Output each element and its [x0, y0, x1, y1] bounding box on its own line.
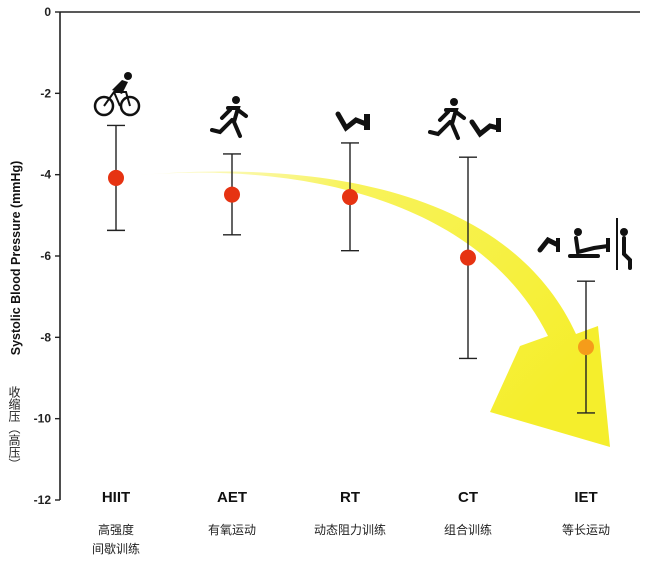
runner-icon — [210, 96, 248, 138]
category-sublabel: 动态阻力训练 — [314, 522, 386, 537]
data-point — [108, 169, 124, 186]
data-point — [342, 189, 358, 206]
y-axis-label-cn: 收缩压（高压） — [7, 386, 21, 470]
leg-press-icon — [335, 111, 370, 132]
data-point — [578, 339, 594, 356]
data-marks — [107, 124, 595, 414]
cyclist-icon — [93, 72, 141, 117]
isometric-exercise-icon — [537, 218, 632, 270]
category-label: RT — [340, 489, 360, 506]
y-tick-label: -6 — [40, 249, 51, 263]
runner-and-leg-press-icon — [428, 98, 501, 140]
data-point — [460, 249, 476, 266]
axes: 0 -2 -4 -6 -8 -10 -12 — [34, 5, 640, 507]
category-sublabel: 组合训练 — [444, 522, 492, 537]
category-sublabel: 有氧运动 — [208, 523, 256, 537]
category-sublabel: 间歇训练 — [92, 541, 140, 556]
y-tick-label: -8 — [40, 330, 51, 344]
category-label: CT — [458, 489, 478, 506]
y-tick-label: -10 — [34, 412, 52, 426]
category-sublabel: 等长运动 — [562, 523, 610, 537]
y-tick-label: -4 — [40, 168, 51, 182]
category-label: AET — [217, 489, 247, 506]
y-tick-label: -2 — [40, 86, 51, 100]
category-label: IET — [574, 489, 597, 506]
data-point — [224, 186, 240, 203]
y-tick-label: -12 — [34, 493, 52, 507]
category-sublabel: 高强度 — [98, 522, 134, 537]
y-axis-label: Systolic Blood Pressure (mmHg) — [9, 161, 23, 356]
category-label: HIIT — [102, 489, 130, 506]
trend-arrow — [128, 171, 610, 447]
y-tick-label: 0 — [44, 5, 51, 19]
